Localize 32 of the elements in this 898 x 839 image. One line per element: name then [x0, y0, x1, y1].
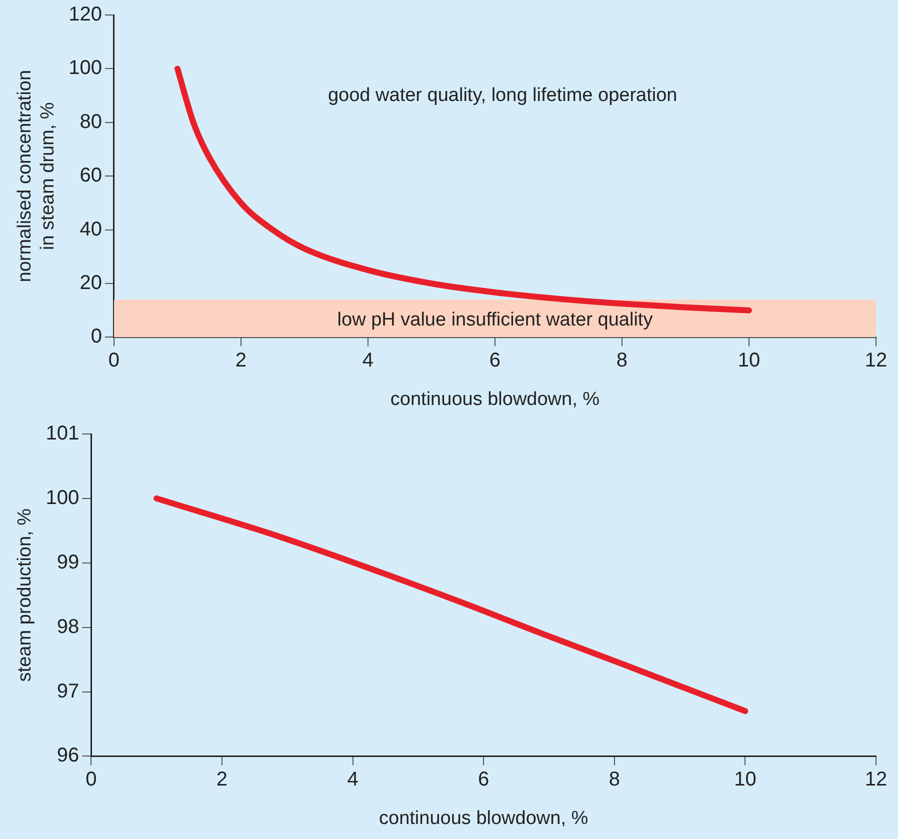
x-tick-label: 12 [864, 350, 888, 372]
y-tick-label: 80 [80, 110, 102, 133]
y-tick-label: 60 [80, 164, 102, 187]
y-tick-label: 0 [90, 326, 102, 348]
y-tick-label: 98 [56, 616, 80, 638]
x-tick-label: 4 [362, 350, 374, 372]
x-tick-label: 2 [216, 768, 228, 791]
x-tick-label: 10 [738, 350, 760, 372]
x-tick-label: 2 [235, 350, 247, 372]
y-tick-label: 97 [56, 680, 80, 702]
x-tick-label: 8 [608, 768, 620, 791]
y-axis-title: steam production, % [14, 508, 36, 682]
x-tick-label: 12 [864, 768, 888, 791]
y-tick-label: 99 [56, 551, 80, 574]
x-axis-title: continuous blowdown, % [379, 808, 588, 829]
x-axis-title: continuous blowdown, % [390, 388, 600, 410]
x-tick-label: 8 [616, 350, 628, 372]
y-tick-label: 96 [56, 744, 80, 767]
x-tick-label: 4 [347, 768, 358, 791]
y-tick-label: 40 [80, 218, 102, 240]
band-label: low pH value insufficient water quality [337, 310, 654, 331]
x-tick-label: 6 [489, 350, 501, 372]
y-tick-label: 120 [68, 4, 102, 26]
y-tick-label: 20 [80, 272, 102, 294]
x-tick-label: 6 [478, 768, 490, 791]
x-tick-label: 0 [108, 350, 120, 372]
annotation: good water quality, long lifetime operation [328, 84, 678, 106]
y-axis-title: normalised concentration in steam drum, % [14, 70, 58, 282]
y-tick-label: 101 [46, 422, 80, 445]
y-tick-label: 100 [68, 57, 102, 80]
x-tick-label: 10 [734, 768, 756, 791]
y-tick-label: 100 [46, 486, 80, 509]
